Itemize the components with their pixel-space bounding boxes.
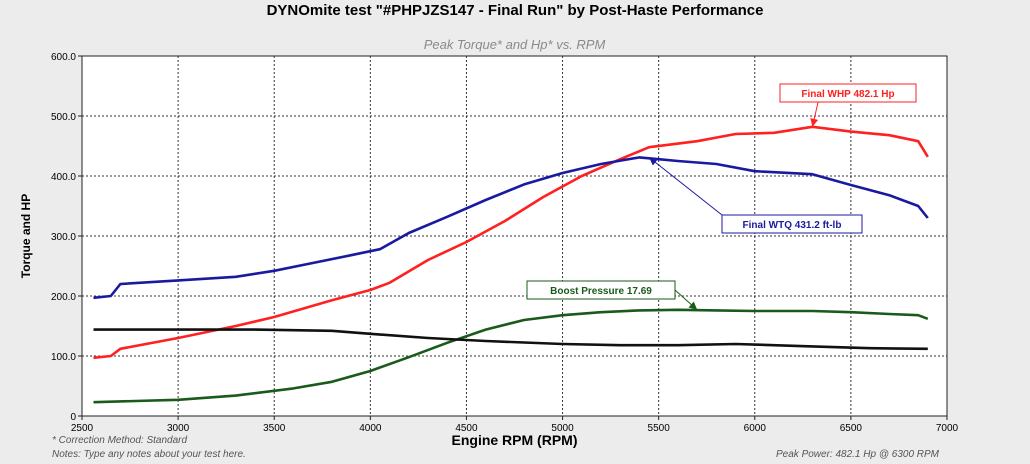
x-tick-label: 5000 <box>551 423 574 434</box>
x-tick-label: 4500 <box>455 423 478 434</box>
callout-label: Final WHP 482.1 Hp <box>801 89 894 100</box>
x-tick-label: 3000 <box>167 423 190 434</box>
x-tick-label: 6500 <box>840 423 863 434</box>
y-axis-label: Torque and HP <box>19 194 33 278</box>
test-notes: Notes: Type any notes about your test he… <box>52 449 246 460</box>
callout-box <box>526 280 676 300</box>
y-tick-label: 0 <box>70 412 76 423</box>
series-line-final-whp <box>93 125 929 360</box>
x-tick-label: 5500 <box>648 423 671 434</box>
annotation-final-wtq: Final WTQ 431.2 ft-lb <box>648 157 863 234</box>
annotation-boost-pressure: Boost Pressure 17.69 <box>526 280 698 311</box>
y-tick-label: 200.0 <box>51 292 76 303</box>
callout-arrowhead <box>649 157 658 166</box>
x-tick-label: 7000 <box>936 423 959 434</box>
correction-method-note: * Correction Method: Standard <box>52 435 188 446</box>
series-line-correction-afr <box>93 328 928 351</box>
annotation-final-whp: Final WHP 482.1 Hp <box>779 83 917 127</box>
series-line-final-wtq <box>93 156 929 300</box>
callout-leader <box>648 157 723 216</box>
grid-lines <box>82 56 947 416</box>
chart-subtitle: Peak Torque* and Hp* vs. RPM <box>424 37 606 52</box>
x-tick-label: 4000 <box>359 423 382 434</box>
callout-arrowhead <box>810 118 819 127</box>
y-tick-label: 300.0 <box>51 232 76 243</box>
y-tick-label: 100.0 <box>51 352 76 363</box>
x-tick-label: 6000 <box>744 423 767 434</box>
x-axis-label: Engine RPM (RPM) <box>452 432 578 448</box>
dyno-test-title: DYNOmite test "#PHPJZS147 - Final Run" b… <box>266 2 764 19</box>
callout-box <box>721 214 863 234</box>
callout-arrowhead <box>688 301 698 310</box>
callout-label: Boost Pressure 17.69 <box>550 286 652 297</box>
callout-box <box>779 83 917 103</box>
peak-power-note: Peak Power: 482.1 Hp @ 6300 RPM <box>776 449 940 460</box>
series-line-boost-pressure <box>93 308 929 404</box>
y-tick-label: 600.0 <box>51 52 76 63</box>
callout-label: Final WTQ 431.2 ft-lb <box>743 220 842 231</box>
x-tick-label: 2500 <box>71 423 94 434</box>
y-tick-label: 400.0 <box>51 172 76 183</box>
x-tick-label: 3500 <box>263 423 286 434</box>
y-tick-label: 500.0 <box>51 112 76 123</box>
